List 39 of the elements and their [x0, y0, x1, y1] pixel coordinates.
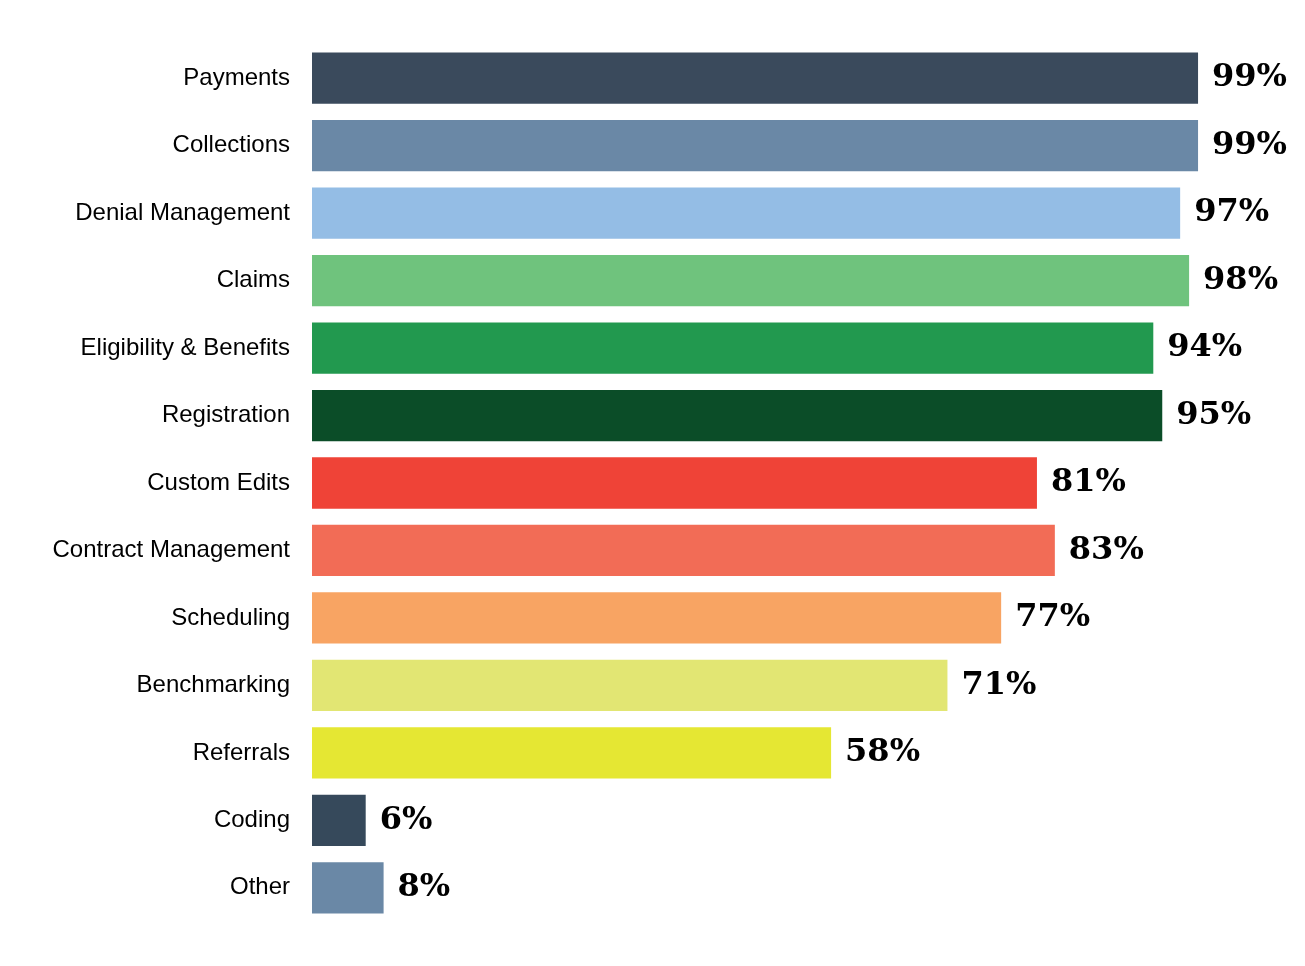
y-tick-label: Referrals	[192, 737, 290, 765]
y-tick-label: Other	[229, 872, 290, 900]
y-tick-label: Eligibility & Benefits	[80, 332, 290, 360]
data-label: 97%	[1194, 191, 1270, 230]
y-tick-label: Scheduling	[171, 602, 290, 630]
data-label: 6%	[379, 798, 433, 837]
bar	[312, 862, 384, 914]
y-tick-label: Claims	[216, 265, 290, 293]
bar	[312, 524, 1055, 577]
data-label: 8%	[397, 866, 451, 905]
bar	[312, 119, 1199, 172]
y-tick-label: Denial Management	[75, 197, 291, 225]
data-label: 83%	[1068, 528, 1144, 567]
y-tick-label: Custom Edits	[147, 467, 290, 495]
data-label: 58%	[845, 731, 921, 770]
data-label: 77%	[1015, 596, 1091, 635]
y-tick-label: Collections	[172, 130, 290, 158]
data-label: 99%	[1212, 123, 1287, 162]
data-label: 98%	[1203, 258, 1279, 297]
bar	[312, 187, 1181, 239]
data-label: 95%	[1176, 393, 1252, 432]
y-tick-label: Contract Management	[52, 535, 291, 563]
data-label: 94%	[1167, 326, 1243, 365]
data-label: 71%	[961, 663, 1037, 702]
bar	[312, 52, 1199, 104]
y-tick-label: Payments	[183, 62, 290, 90]
bar	[312, 794, 366, 847]
bar	[312, 389, 1163, 442]
y-tick-label: Registration	[161, 400, 290, 428]
bar	[312, 254, 1190, 307]
bar	[312, 727, 832, 779]
bar	[312, 659, 948, 712]
bar	[312, 322, 1154, 374]
data-label: 99%	[1212, 56, 1287, 95]
y-tick-label: Coding	[213, 805, 290, 833]
bar	[312, 592, 1002, 644]
y-tick-label: Benchmarking	[136, 670, 290, 698]
data-label: 81%	[1050, 461, 1126, 500]
bar	[312, 457, 1037, 509]
